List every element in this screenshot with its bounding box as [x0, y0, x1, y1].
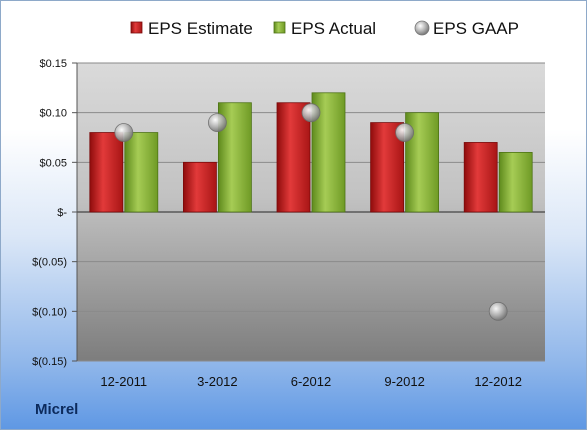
eps-estimate-bar-12-2012 [463, 142, 498, 213]
x-tick-label: 9-2012 [384, 374, 424, 389]
y-tick-label: $(0.10) [32, 306, 67, 318]
company-name: Micrel [35, 401, 79, 418]
y-tick-label: $(0.15) [32, 356, 67, 368]
x-tick-label: 12-2012 [474, 374, 522, 389]
y-tick-label: $0.05 [39, 157, 67, 169]
eps-gaap-point-12-2011 [114, 123, 134, 142]
y-axis: $0.15 $0.10 $0.05 $- $(0.05) $(0.10) $(0.15) [32, 58, 78, 368]
x-tick-label: 3-2012 [197, 374, 237, 389]
eps-actual-bar-12-2012 [498, 151, 533, 213]
y-tick-label: $0.15 [39, 58, 67, 70]
eps-gaap-point-3-2012 [207, 113, 227, 132]
y-tick-label: $(0.05) [32, 257, 67, 269]
x-tick-label: 6-2012 [291, 374, 331, 389]
y-tick-label: $0.10 [39, 108, 67, 120]
eps-actual-bar-12-2011 [124, 132, 159, 213]
legend-label-eps-actual: EPS Actual [291, 19, 376, 38]
legend: EPS Estimate EPS Actual EPS GAAP [130, 19, 519, 38]
legend-swatch-eps-gaap [414, 20, 430, 36]
gaap-points [114, 103, 508, 321]
eps-estimate-bar-3-2012 [182, 161, 217, 213]
eps-estimate-bar-12-2011 [89, 132, 124, 213]
legend-label-eps-gaap: EPS GAAP [433, 19, 519, 38]
eps-gaap-point-12-2012 [488, 301, 508, 321]
x-axis: 12-2011 3-2012 6-2012 9-2012 12-2012 [100, 374, 522, 389]
legend-swatch-eps-actual [273, 21, 286, 34]
y-tick-label: $- [57, 207, 67, 219]
eps-gaap-point-9-2012 [395, 123, 415, 142]
legend-swatch-eps-estimate [130, 21, 143, 34]
eps-estimate-bar-6-2012 [276, 102, 311, 213]
eps-gaap-point-6-2012 [301, 103, 321, 123]
legend-label-eps-estimate: EPS Estimate [148, 19, 253, 38]
x-tick-label: 12-2011 [100, 374, 147, 389]
